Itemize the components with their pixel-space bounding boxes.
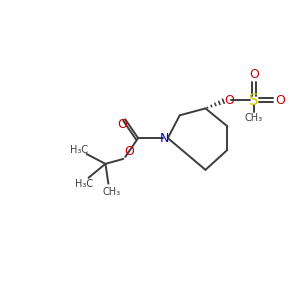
Text: H₃C: H₃C [70,145,88,155]
Text: H₃C: H₃C [75,179,93,189]
Text: O: O [224,94,234,107]
Text: CH₃: CH₃ [102,187,120,196]
Text: O: O [124,146,134,158]
Text: O: O [117,118,127,131]
Text: CH₃: CH₃ [245,113,263,123]
Text: N: N [160,132,170,145]
Text: S: S [249,93,259,108]
Text: O: O [275,94,285,107]
Text: O: O [249,68,259,81]
